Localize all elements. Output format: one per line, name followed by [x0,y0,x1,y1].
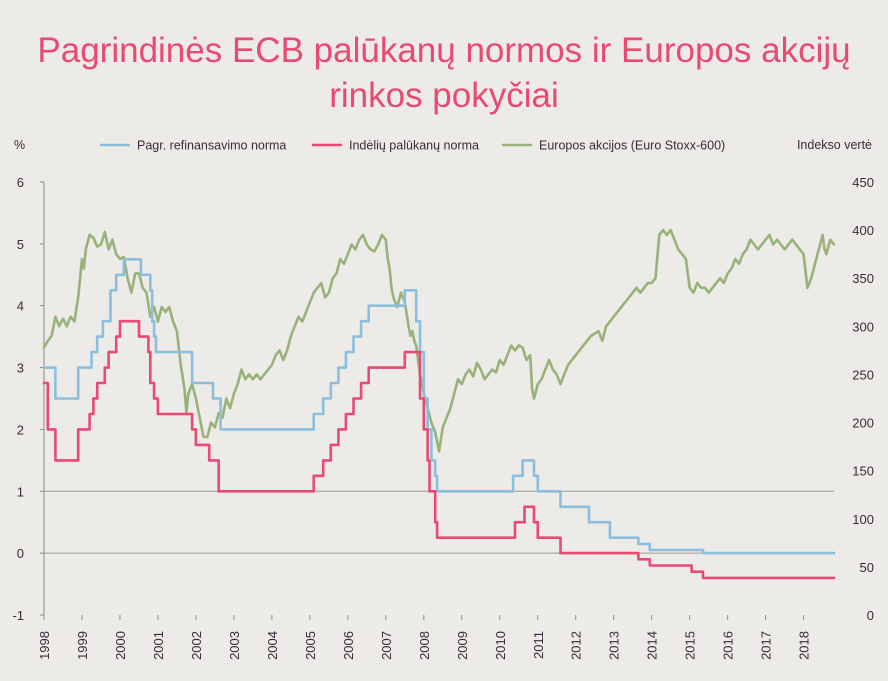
right-tick-label: 50 [860,560,874,575]
x-tick-label: 2003 [227,631,242,660]
x-tick-label: 1998 [37,631,52,660]
x-tick-label: 2015 [683,631,698,660]
left-tick-label: 3 [17,361,24,376]
x-tick-label: 2006 [341,631,356,660]
left-tick-label: 4 [17,299,24,314]
right-tick-label: 250 [852,367,874,382]
right-tick-label: 200 [852,416,874,431]
x-tick-label: 2017 [759,631,774,660]
legend-label-1: Indėlių palūkanų norma [349,139,479,153]
x-tick-label: 2000 [113,631,128,660]
x-tick-label: 2004 [265,631,280,660]
chart-gridlines [44,490,834,554]
left-tick-label: 1 [17,484,24,499]
right-tick-label: 150 [852,464,874,479]
x-tick-label: 2009 [455,631,470,660]
right-axis-unit: Indekso vertė [797,138,872,152]
left-tick-label: 2 [17,422,24,437]
left-tick-label: 6 [17,175,24,190]
series-line-1 [42,319,836,580]
legend-label-0: Pagr. refinansavimo norma [137,139,286,153]
right-tick-label: 300 [852,319,874,334]
x-tick-label: 2001 [151,631,166,660]
x-tick-label: 2002 [189,631,204,660]
right-tick-label: 400 [852,223,874,238]
left-tick-label: 5 [17,237,24,252]
x-tick-label: 2014 [645,631,660,660]
chart-labels: -1 0 1 2 3 4 5 6 0 50 100 150 200 250 300 350 400 450 1998… [12,138,874,660]
x-tick-label: 2013 [607,631,622,660]
right-tick-label: 350 [852,271,874,286]
legend-label-2: Europos akcijos (Euro Stoxx-600) [539,139,725,153]
x-tick-label: 2005 [303,631,318,660]
x-tick-label: 2011 [531,631,546,659]
chart-legend: Pagr. refinansavimo norma Indėlių palūkan… [100,139,725,153]
chart-title: Pagrindinės ECB palūkanų normos ir Europ… [37,31,851,115]
series-line-2 [42,228,836,453]
right-tick-label: 0 [867,608,874,623]
left-tick-label: -1 [12,608,24,623]
x-tick-label: 1999 [75,631,90,660]
x-tick-label: 2012 [569,631,584,660]
right-tick-label: 450 [852,175,874,190]
x-tick-label: 2008 [417,631,432,660]
x-tick-label: 2016 [721,631,736,660]
left-axis-unit: % [14,138,25,152]
right-tick-label: 100 [852,512,874,527]
left-tick-label: 0 [17,546,24,561]
x-tick-label: 2010 [493,631,508,660]
chart-series [42,228,836,580]
x-tick-label: 2007 [379,631,394,660]
x-tick-label: 2018 [797,631,812,660]
chart-axes [40,181,805,620]
series-line-0 [42,258,836,555]
